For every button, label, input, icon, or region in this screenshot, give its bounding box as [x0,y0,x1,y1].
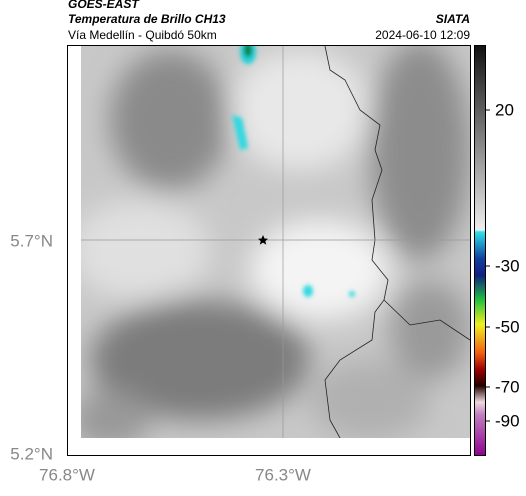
lat-label: 5.2°N [10,444,53,463]
source: SIATA [436,12,470,26]
datetime: 2024-06-10 12:09 [375,28,470,42]
route: Vía Medellín - Quibdó 50km [68,28,217,42]
colorbar [474,45,486,456]
satellite-image [81,46,470,438]
subtitle: Temperatura de Brillo CH13 [68,12,226,26]
location-star [257,235,268,245]
map-frame [67,45,471,456]
colorbar-label: -30 [495,256,520,275]
title: GOES-EAST [68,0,140,11]
colorbar-label: -90 [495,411,520,430]
colorbar-label: -50 [495,317,520,336]
lat-label: 5.7°N [10,231,53,250]
lon-label: 76.8°W [39,465,95,484]
lon-label: 76.3°W [255,465,311,484]
colorbar-label: 20 [495,100,514,119]
colorbar-label: -70 [495,377,520,396]
